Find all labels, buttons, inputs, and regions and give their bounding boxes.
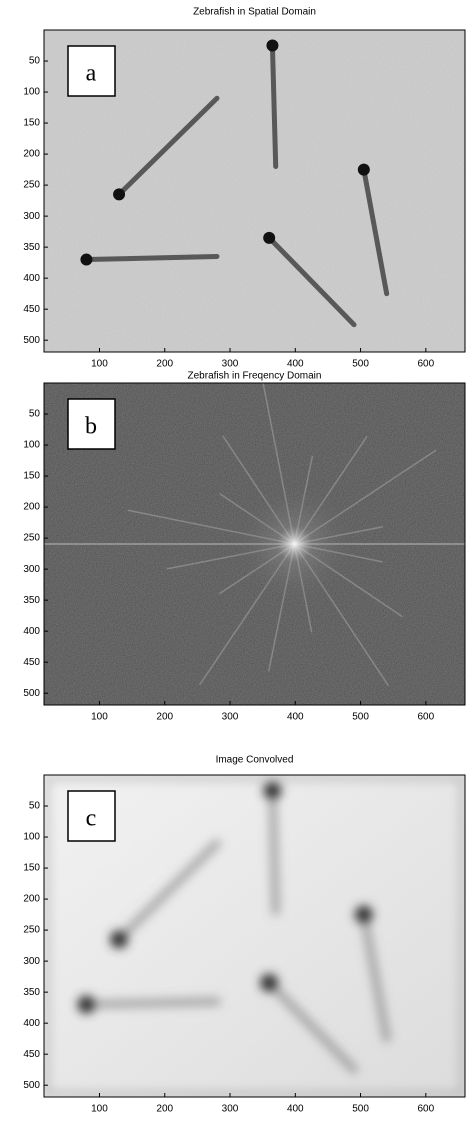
- fish-head: [266, 39, 279, 52]
- fish-head: [113, 188, 126, 201]
- fish-head: [80, 253, 93, 266]
- x-tick-label: 100: [91, 1104, 108, 1115]
- fish-head: [260, 973, 279, 992]
- y-tick-label: 300: [23, 956, 40, 967]
- axes-box: [43, 29, 466, 353]
- x-tick-label: 400: [287, 1104, 304, 1115]
- y-tick-label: 450: [23, 304, 40, 315]
- y-tick-label: 200: [23, 149, 40, 160]
- x-tick-label: 200: [156, 712, 173, 723]
- y-tick-label: 250: [23, 180, 40, 191]
- x-tick-label: 500: [352, 359, 369, 370]
- x-tick-label: 200: [156, 1104, 173, 1115]
- y-tick-label: 100: [23, 440, 40, 451]
- fish-head: [263, 781, 282, 800]
- fish-head: [354, 905, 373, 924]
- y-tick-label: 400: [23, 1018, 40, 1029]
- y-tick-label: 150: [23, 863, 40, 874]
- x-tick-label: 300: [222, 712, 239, 723]
- y-tick-label: 100: [23, 87, 40, 98]
- fish-body: [268, 786, 280, 916]
- x-tick-label: 500: [352, 712, 369, 723]
- fish-body: [83, 253, 220, 263]
- y-tick-label: 500: [23, 688, 40, 699]
- y-tick-label: 200: [23, 894, 40, 905]
- y-tick-label: 150: [23, 118, 40, 129]
- y-tick-label: 50: [29, 56, 41, 67]
- x-tick-label: 100: [91, 712, 108, 723]
- y-tick-label: 50: [29, 409, 41, 420]
- y-tick-label: 50: [29, 801, 41, 812]
- y-tick-label: 400: [23, 626, 40, 637]
- x-tick-label: 600: [417, 1104, 434, 1115]
- fish-body: [359, 910, 391, 1043]
- panel-label: c: [86, 806, 97, 832]
- y-tick-label: 100: [23, 832, 40, 843]
- x-tick-label: 300: [222, 359, 239, 370]
- image-panel: Zebrafish in Spatial Domain a 100 200 300 400…: [23, 7, 466, 370]
- x-tick-label: 100: [91, 359, 108, 370]
- axes-title: Zebrafish in Spatial Domain: [193, 7, 316, 18]
- y-tick-label: 500: [23, 335, 40, 346]
- fish-body: [116, 95, 220, 197]
- fish-body: [82, 997, 221, 1009]
- blurred: [77, 781, 391, 1074]
- fish-body: [269, 43, 279, 169]
- y-tick-label: 400: [23, 273, 40, 284]
- axes-title: Image Convolved: [216, 755, 294, 766]
- fish-head: [110, 930, 129, 949]
- fish-body: [361, 167, 390, 297]
- x-tick-label: 400: [287, 359, 304, 370]
- y-tick-label: 250: [23, 533, 40, 544]
- axes-box: [43, 382, 466, 706]
- image-panel: Image Convolved c 100 200 300 400 500 600 50 100 1…: [23, 755, 466, 1115]
- axes-title: Zebrafish in Freqency Domain: [188, 371, 322, 382]
- spectrum-center: [234, 484, 355, 604]
- y-tick-label: 200: [23, 502, 40, 513]
- x-tick-label: 400: [287, 712, 304, 723]
- x-tick-label: 600: [417, 359, 434, 370]
- fish-head: [263, 231, 276, 244]
- image-panel: Zebrafish in Freqency Domain b 100 200 300 40…: [23, 371, 466, 723]
- fish-head: [77, 995, 96, 1014]
- fish-body: [266, 235, 357, 328]
- panel-label: a: [86, 61, 97, 87]
- y-tick-label: 500: [23, 1080, 40, 1091]
- fish-head: [357, 163, 370, 176]
- y-tick-label: 300: [23, 564, 40, 575]
- x-tick-label: 500: [352, 1104, 369, 1115]
- x-tick-label: 300: [222, 1104, 239, 1115]
- x-tick-label: 600: [417, 712, 434, 723]
- y-tick-label: 450: [23, 1049, 40, 1060]
- y-tick-label: 300: [23, 211, 40, 222]
- fish-body: [115, 839, 221, 944]
- axes-box: [43, 774, 466, 1098]
- y-tick-label: 150: [23, 471, 40, 482]
- y-tick-label: 350: [23, 242, 40, 253]
- panel-label: b: [85, 414, 97, 440]
- y-tick-label: 450: [23, 657, 40, 668]
- edge-shade: [44, 775, 465, 1097]
- y-tick-label: 350: [23, 987, 40, 998]
- fish-body: [265, 978, 359, 1074]
- y-tick-label: 350: [23, 595, 40, 606]
- y-tick-label: 250: [23, 925, 40, 936]
- x-tick-label: 200: [156, 359, 173, 370]
- panel-label-box: [67, 790, 116, 842]
- panel-label-box: [67, 398, 116, 450]
- panel-label-box: [67, 45, 116, 97]
